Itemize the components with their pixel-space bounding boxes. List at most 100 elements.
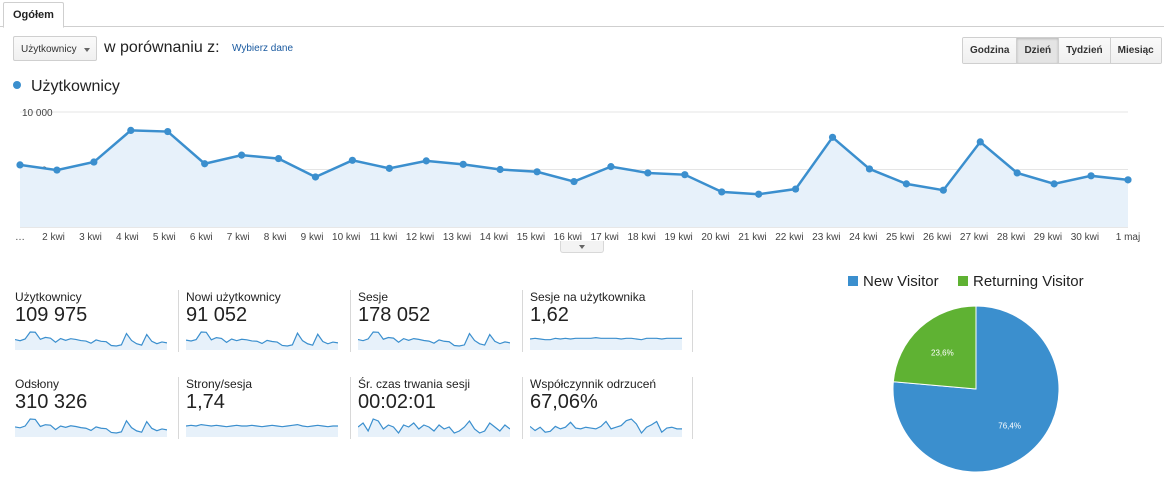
tab-overview[interactable]: Ogółem [3, 2, 64, 28]
x-tick-label: 21 kwi [738, 232, 766, 243]
legend-square-icon [848, 276, 858, 287]
metric-label: Śr. czas trwania sesji [358, 377, 471, 391]
period-button-week[interactable]: Tydzień [1059, 38, 1111, 63]
x-tick-label: … [15, 232, 25, 243]
metric-value: 178 052 [358, 304, 431, 326]
sparkline-area [186, 332, 338, 350]
metric-divider [692, 377, 693, 439]
pie-slice[interactable] [892, 305, 977, 390]
data-point[interactable] [1124, 176, 1132, 184]
data-point[interactable] [201, 160, 209, 168]
data-point[interactable] [792, 185, 800, 193]
data-point[interactable] [828, 133, 837, 141]
x-tick-label: 23 kwi [812, 232, 840, 243]
data-point[interactable] [459, 160, 467, 168]
metric-value: 109 975 [15, 304, 88, 326]
x-tick-label: 9 kwi [301, 232, 324, 243]
x-tick-label: 11 kwi [370, 232, 398, 243]
chart-collapse-handle[interactable] [560, 241, 604, 253]
sparkline-area [358, 419, 510, 437]
metric-divider [178, 377, 179, 439]
x-tick-label: 28 kwi [997, 232, 1025, 243]
select-compare-metric-link[interactable]: Wybierz dane [232, 43, 294, 54]
data-point[interactable] [422, 157, 430, 165]
data-point[interactable] [127, 126, 135, 134]
metric-card[interactable]: Współczynnik odrzuceń 67,06% [530, 377, 695, 443]
data-point[interactable] [311, 173, 320, 181]
data-point[interactable] [348, 156, 356, 164]
period-button-month[interactable]: Miesiąc [1110, 38, 1161, 63]
x-tick-label: 10 kwi [332, 232, 360, 243]
sparkline-line [530, 336, 682, 341]
metric-value: 1,74 [186, 391, 225, 413]
data-point[interactable] [53, 166, 61, 174]
data-point[interactable] [718, 188, 726, 196]
data-point[interactable] [164, 127, 172, 136]
metric-value: 1,62 [530, 304, 569, 326]
x-tick-label: 18 kwi [628, 232, 656, 243]
pie-legend-returning: Returning Visitor [958, 273, 1084, 290]
period-button-day[interactable]: Dzień [1017, 38, 1060, 63]
metric-card[interactable]: Strony/sesja 1,74 [186, 377, 351, 443]
x-tick-label: 19 kwi [664, 232, 692, 243]
metric-card[interactable]: Użytkownicy 109 975 [15, 290, 180, 356]
sparkline-area [15, 332, 167, 350]
metric-value: 00:02:01 [358, 391, 436, 413]
metric-sparkline [186, 423, 338, 437]
data-point[interactable] [902, 180, 911, 188]
pie-legend-returning-label: Returning Visitor [973, 273, 1084, 290]
data-point[interactable] [533, 168, 541, 176]
data-point[interactable] [385, 164, 393, 172]
metric-select[interactable]: Użytkownicy [13, 36, 97, 61]
metric-card[interactable]: Śr. czas trwania sesji 00:02:01 [358, 377, 523, 443]
metric-value: 91 052 [186, 304, 248, 326]
data-point[interactable] [1050, 180, 1058, 188]
metric-divider [522, 290, 523, 352]
metric-sparkline [186, 331, 338, 350]
data-point[interactable] [90, 158, 98, 166]
data-point[interactable] [496, 165, 504, 174]
sparkline-area [530, 419, 682, 437]
metric-card[interactable]: Sesje 178 052 [358, 290, 523, 356]
x-tick-label: 27 kwi [960, 232, 988, 243]
metric-card[interactable]: Nowi użytkownicy 91 052 [186, 290, 351, 356]
data-point[interactable] [570, 177, 578, 186]
metric-card[interactable]: Odsłony 310 326 [15, 377, 180, 443]
data-point[interactable] [865, 165, 874, 173]
data-point[interactable] [644, 169, 652, 177]
data-point[interactable] [681, 171, 689, 179]
chevron-down-icon [84, 48, 90, 52]
x-tick-label: 5 kwi [153, 232, 176, 243]
sparkline-line [530, 418, 682, 435]
data-point[interactable] [274, 154, 283, 163]
metric-card[interactable]: Sesje na użytkownika 1,62 [530, 290, 695, 356]
data-point[interactable] [607, 163, 615, 171]
pie-slice[interactable] [892, 305, 1060, 473]
pie-slice-label: 76,4% [998, 422, 1021, 431]
metric-divider [350, 377, 351, 439]
data-point[interactable] [939, 186, 947, 194]
data-point[interactable] [976, 138, 984, 146]
metric-label: Sesje [358, 290, 389, 304]
pie-legend-new: New Visitor [848, 273, 939, 290]
metric-divider [350, 290, 351, 352]
data-point[interactable] [1087, 172, 1095, 180]
toolbar: Użytkownicy w porównaniu z: Wybierz dane… [0, 36, 1164, 64]
metric-sparkline [530, 336, 682, 350]
x-tick-label: 15 kwi [517, 232, 545, 243]
y-tick-label: 10 000 [22, 108, 53, 119]
metric-sparkline [358, 331, 510, 350]
data-point[interactable] [16, 161, 24, 169]
compare-label: w porównaniu z: [104, 39, 220, 56]
sparkline-area [530, 337, 682, 350]
period-button-hour[interactable]: Godzina [963, 38, 1018, 63]
sparkline-area [186, 424, 338, 437]
x-tick-label: 6 kwi [190, 232, 213, 243]
sparkline-line [186, 423, 338, 428]
data-point[interactable] [755, 190, 763, 198]
sparkline-line [15, 418, 167, 434]
data-point[interactable] [238, 151, 246, 159]
data-point[interactable] [1013, 169, 1021, 177]
x-tick-label: 29 kwi [1034, 232, 1062, 243]
